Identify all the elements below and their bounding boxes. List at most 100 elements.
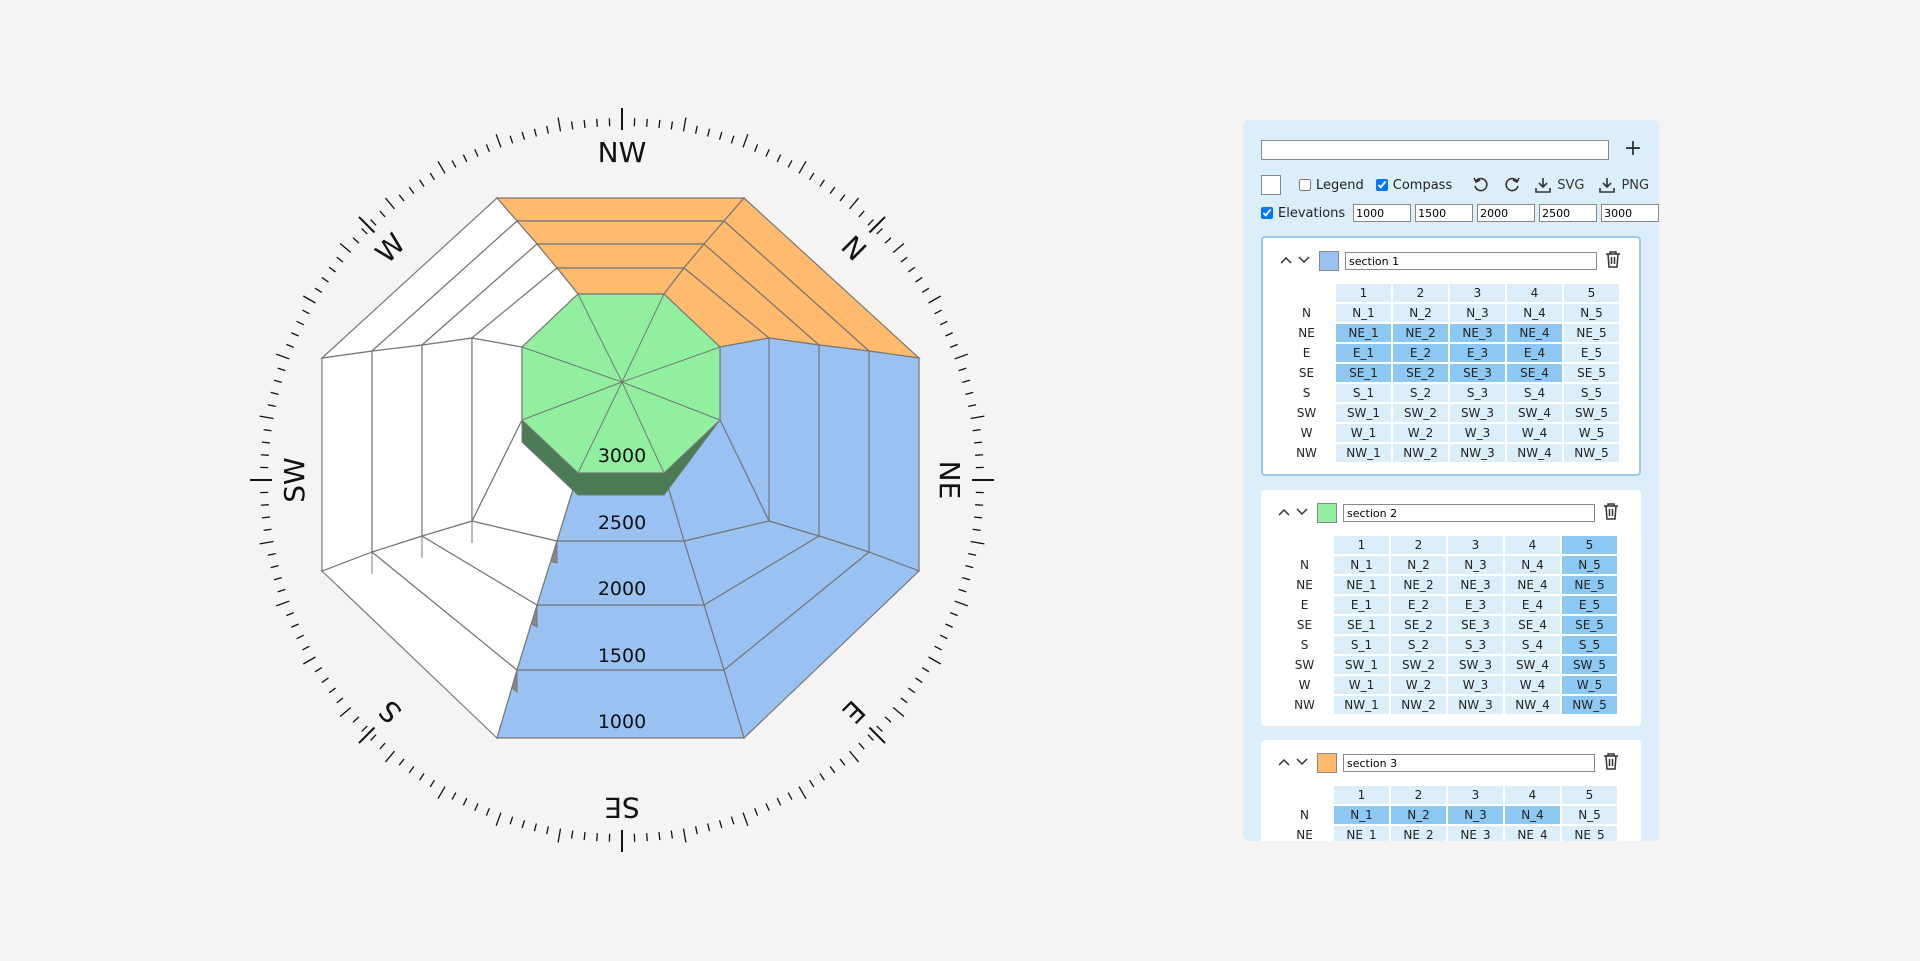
grid-column-header[interactable]: 5 — [1564, 284, 1619, 302]
move-up-button[interactable] — [1277, 254, 1295, 268]
grid-cell[interactable]: W_4 — [1507, 424, 1562, 442]
grid-cell[interactable]: S_2 — [1393, 384, 1448, 402]
section-color-swatch[interactable] — [1317, 503, 1337, 523]
grid-row-label[interactable]: NE — [1296, 828, 1313, 841]
grid-cell[interactable]: W_4 — [1505, 676, 1560, 694]
grid-cell[interactable]: N_5 — [1562, 806, 1617, 824]
elevations-checkbox[interactable] — [1261, 207, 1273, 219]
grid-cell[interactable]: E_3 — [1450, 344, 1505, 362]
grid-row-label[interactable]: N — [1302, 306, 1311, 320]
grid-cell[interactable]: N_4 — [1507, 304, 1562, 322]
grid-cell[interactable]: SW_2 — [1393, 404, 1448, 422]
grid-cell[interactable]: NE_5 — [1564, 324, 1619, 342]
grid-cell[interactable]: N_3 — [1448, 806, 1503, 824]
grid-cell[interactable]: N_4 — [1505, 806, 1560, 824]
grid-cell[interactable]: SW_4 — [1507, 404, 1562, 422]
elevation-input-2[interactable] — [1415, 204, 1474, 222]
grid-cell[interactable]: SE_2 — [1391, 616, 1446, 634]
legend-checkbox[interactable] — [1299, 179, 1311, 191]
grid-cell[interactable]: S_5 — [1564, 384, 1619, 402]
grid-cell[interactable]: W_3 — [1448, 676, 1503, 694]
grid-cell[interactable]: E_2 — [1393, 344, 1448, 362]
grid-row-label[interactable]: SE — [1298, 366, 1315, 380]
grid-cell[interactable]: N_3 — [1450, 304, 1505, 322]
compass-checkbox[interactable] — [1375, 179, 1388, 191]
grid-column-header[interactable]: 1 — [1336, 284, 1391, 302]
grid-cell[interactable]: SW_3 — [1450, 404, 1505, 422]
grid-cell[interactable]: S_4 — [1505, 636, 1560, 654]
redo-button[interactable] — [1503, 176, 1526, 194]
grid-cell[interactable]: NE_4 — [1505, 576, 1560, 594]
grid-column-header[interactable]: 2 — [1391, 786, 1446, 804]
grid-row-label[interactable]: E — [1302, 346, 1311, 360]
grid-cell[interactable]: SE_4 — [1505, 616, 1560, 634]
grid-row-label[interactable]: W — [1300, 426, 1313, 440]
grid-cell[interactable]: W_1 — [1334, 676, 1389, 694]
grid-cell[interactable]: NE_1 — [1334, 826, 1389, 841]
grid-column-header[interactable]: 1 — [1334, 536, 1389, 554]
grid-column-header[interactable]: 5 — [1562, 536, 1617, 554]
grid-cell[interactable]: SW_5 — [1564, 404, 1619, 422]
grid-cell[interactable]: SW_5 — [1562, 656, 1617, 674]
grid-column-header[interactable]: 4 — [1507, 284, 1562, 302]
grid-cell[interactable]: E_4 — [1507, 344, 1562, 362]
grid-row-label[interactable]: SW — [1294, 658, 1315, 672]
grid-cell[interactable]: NW_4 — [1507, 444, 1562, 462]
grid-cell[interactable]: SW_1 — [1334, 656, 1389, 674]
grid-cell[interactable]: NW_1 — [1336, 444, 1391, 462]
grid-row-label[interactable]: SW — [1296, 406, 1317, 420]
grid-cell[interactable]: NW_2 — [1393, 444, 1448, 462]
delete-section-button[interactable] — [1603, 502, 1619, 524]
grid-cell[interactable]: NW_5 — [1562, 696, 1617, 714]
grid-cell[interactable]: E_1 — [1336, 344, 1391, 362]
undo-button[interactable] — [1472, 176, 1495, 194]
grid-cell[interactable]: W_5 — [1564, 424, 1619, 442]
elevation-input-1[interactable] — [1353, 204, 1412, 222]
move-down-button[interactable] — [1295, 254, 1313, 268]
delete-section-button[interactable] — [1605, 250, 1621, 272]
grid-row-label[interactable]: NW — [1296, 446, 1317, 460]
grid-cell[interactable]: N_2 — [1391, 806, 1446, 824]
grid-cell[interactable]: N_5 — [1564, 304, 1619, 322]
grid-cell[interactable]: NE_4 — [1505, 826, 1560, 841]
grid-cell[interactable]: S_2 — [1391, 636, 1446, 654]
grid-cell[interactable]: N_1 — [1336, 304, 1391, 322]
grid-column-header[interactable]: 3 — [1448, 786, 1503, 804]
compass-toggle[interactable]: Compass — [1375, 178, 1452, 193]
section-color-swatch[interactable] — [1317, 753, 1337, 773]
grid-row-label[interactable]: NE — [1298, 326, 1315, 340]
grid-cell[interactable]: SE_4 — [1507, 364, 1562, 382]
move-down-button[interactable] — [1293, 756, 1311, 770]
grid-cell[interactable]: S_1 — [1334, 636, 1389, 654]
grid-cell[interactable]: W_1 — [1336, 424, 1391, 442]
grid-cell[interactable]: S_4 — [1507, 384, 1562, 402]
grid-cell[interactable]: S_3 — [1450, 384, 1505, 402]
title-input[interactable] — [1261, 140, 1609, 160]
grid-row-label[interactable]: W — [1298, 678, 1311, 692]
grid-cell[interactable]: NW_3 — [1450, 444, 1505, 462]
grid-row-label[interactable]: S — [1300, 638, 1309, 652]
grid-cell[interactable]: E_4 — [1505, 596, 1560, 614]
move-down-button[interactable] — [1293, 506, 1311, 520]
grid-cell[interactable]: NE_5 — [1562, 576, 1617, 594]
grid-row-label[interactable]: SE — [1296, 618, 1313, 632]
grid-cell[interactable]: E_3 — [1448, 596, 1503, 614]
grid-cell[interactable]: SW_1 — [1336, 404, 1391, 422]
grid-cell[interactable]: N_1 — [1334, 806, 1389, 824]
grid-cell[interactable]: W_2 — [1393, 424, 1448, 442]
section-name-input[interactable] — [1343, 754, 1595, 772]
grid-cell[interactable]: NW_3 — [1448, 696, 1503, 714]
move-up-button[interactable] — [1275, 756, 1293, 770]
section-name-input[interactable] — [1345, 252, 1597, 270]
grid-cell[interactable]: S_5 — [1562, 636, 1617, 654]
grid-cell[interactable]: SW_3 — [1448, 656, 1503, 674]
grid-cell[interactable]: NE_2 — [1391, 576, 1446, 594]
grid-cell[interactable]: E_1 — [1334, 596, 1389, 614]
section-color-swatch[interactable] — [1319, 251, 1339, 271]
grid-row-label[interactable]: S — [1302, 386, 1311, 400]
grid-column-header[interactable]: 2 — [1393, 284, 1448, 302]
grid-cell[interactable]: NW_2 — [1391, 696, 1446, 714]
grid-row-label[interactable]: N — [1300, 808, 1309, 822]
background-color-picker[interactable] — [1261, 175, 1281, 195]
grid-cell[interactable]: NE_4 — [1507, 324, 1562, 342]
